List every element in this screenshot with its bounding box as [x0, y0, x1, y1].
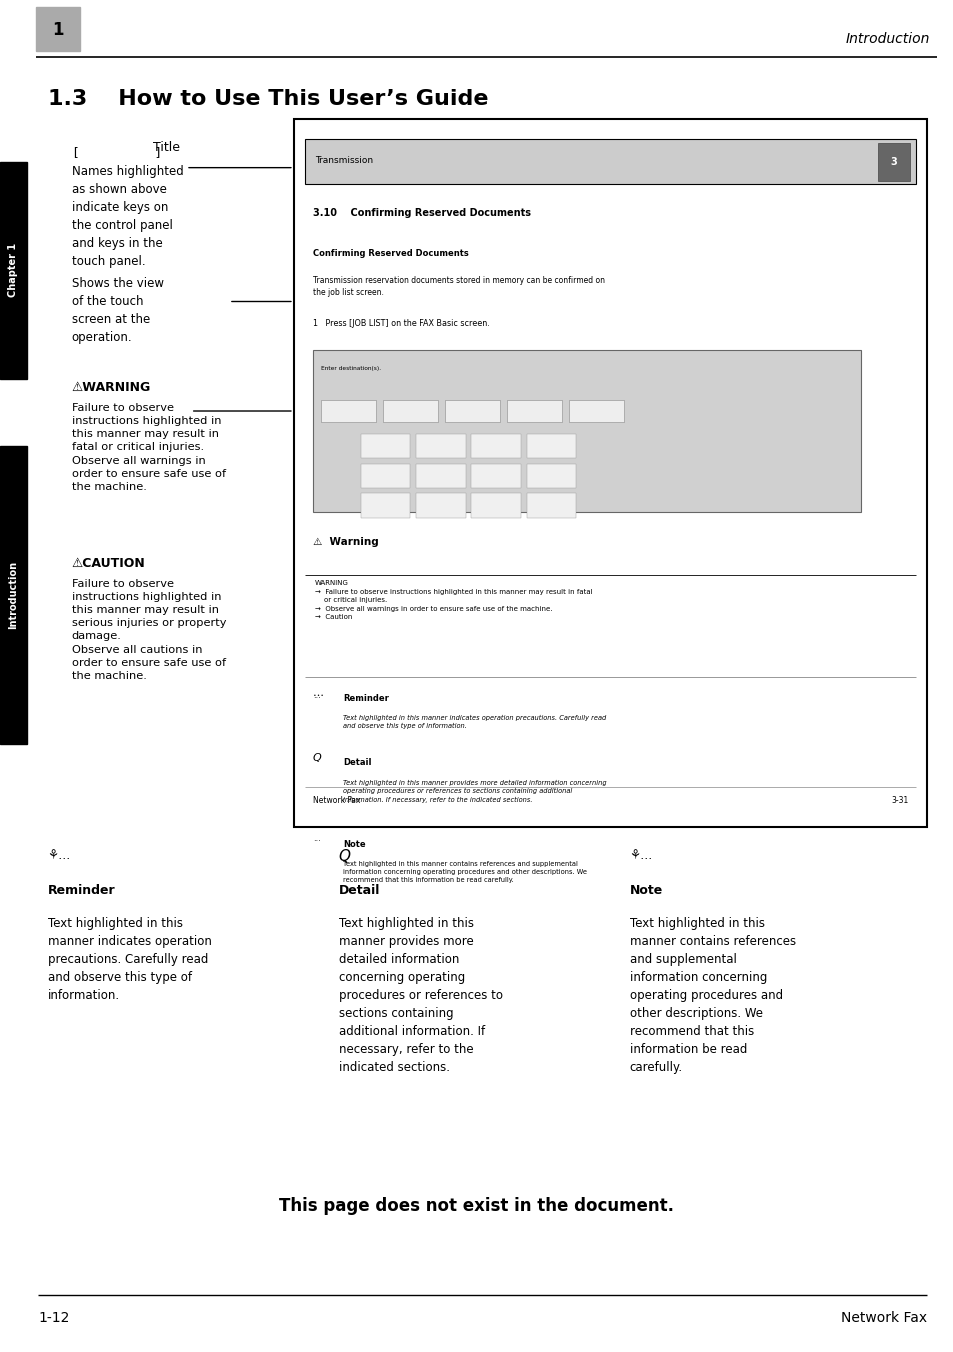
Bar [305, 139, 915, 184]
Text: Shows the view
of the touch
screen at the
operation.: Shows the view of the touch screen at th… [71, 277, 163, 345]
Text: Text highlighted in this
manner indicates operation
precautions. Carefully read
: Text highlighted in this manner indicate… [48, 917, 212, 1002]
Text: Reminder: Reminder [48, 884, 115, 898]
Bar [36, 7, 80, 51]
Bar [568, 400, 623, 422]
Text: 1.3    How to Use This User’s Guide: 1.3 How to Use This User’s Guide [48, 89, 488, 110]
Text: Network Fax: Network Fax [313, 796, 360, 804]
Bar [313, 350, 860, 512]
Text: Introduction: Introduction [845, 31, 929, 46]
Text: 1: 1 [52, 22, 64, 39]
Bar [0, 162, 27, 379]
Text: Transmission: Transmission [314, 157, 373, 165]
Text: ⚠WARNING: ⚠WARNING [71, 381, 151, 395]
Text: Names highlighted
as shown above
indicate keys on
the control panel
and keys in : Names highlighted as shown above indicat… [71, 165, 183, 268]
Text: [          ]: [ ] [71, 146, 161, 160]
Text: 3.10    Confirming Reserved Documents: 3.10 Confirming Reserved Documents [313, 208, 531, 218]
Bar [0, 446, 27, 744]
Text: Enter destination(s).: Enter destination(s). [320, 366, 380, 372]
Bar [877, 143, 909, 181]
Text: WARNING
→  Failure to observe instructions highlighted in this manner may result: WARNING → Failure to observe instruction… [314, 580, 592, 621]
Bar [526, 464, 576, 488]
Bar [360, 493, 410, 518]
Text: 1   Press [JOB LIST] on the FAX Basic screen.: 1 Press [JOB LIST] on the FAX Basic scre… [313, 319, 489, 329]
Text: ⚘...: ⚘... [629, 849, 652, 863]
Text: 3-31: 3-31 [890, 796, 907, 804]
Text: 3: 3 [889, 157, 897, 168]
Text: ⚠  Warning: ⚠ Warning [313, 537, 378, 546]
Text: Introduction: Introduction [9, 561, 18, 629]
Bar [360, 464, 410, 488]
Bar [471, 493, 520, 518]
Text: Failure to observe
instructions highlighted in
this manner may result in
serious: Failure to observe instructions highligh… [71, 579, 226, 681]
Text: …: … [313, 688, 324, 698]
Text: Note: Note [343, 840, 366, 849]
Text: ...: ... [313, 834, 320, 844]
Text: Reminder: Reminder [343, 694, 389, 703]
Text: Note: Note [629, 884, 662, 898]
Text: ⚠CAUTION: ⚠CAUTION [71, 557, 145, 571]
Text: Q: Q [313, 753, 321, 763]
Text: Confirming Reserved Documents: Confirming Reserved Documents [313, 249, 468, 258]
Text: This page does not exist in the document.: This page does not exist in the document… [279, 1197, 674, 1215]
Bar [471, 434, 520, 458]
Bar [320, 400, 375, 422]
Text: 1-12: 1-12 [38, 1311, 70, 1325]
Text: ...: ... [313, 691, 320, 700]
Bar [471, 464, 520, 488]
Bar [416, 493, 465, 518]
Bar [444, 400, 499, 422]
Text: Text highlighted in this
manner contains references
and supplemental
information: Text highlighted in this manner contains… [629, 917, 795, 1073]
Bar [526, 493, 576, 518]
Text: Text highlighted in this manner contains references and supplemental
information: Text highlighted in this manner contains… [343, 861, 587, 883]
Text: Detail: Detail [343, 758, 372, 768]
Text: Network Fax: Network Fax [841, 1311, 926, 1325]
Bar [416, 464, 465, 488]
Text: Failure to observe
instructions highlighted in
this manner may result in
fatal o: Failure to observe instructions highligh… [71, 403, 226, 492]
Text: Transmission reservation documents stored in memory can be confirmed on
the job : Transmission reservation documents store… [313, 276, 604, 296]
Text: Q: Q [338, 849, 351, 864]
Bar [416, 434, 465, 458]
Bar [526, 434, 576, 458]
Text: Text highlighted in this manner provides more detailed information concerning
op: Text highlighted in this manner provides… [343, 780, 606, 803]
Text: ⚘...: ⚘... [48, 849, 71, 863]
Bar [360, 434, 410, 458]
Text: Detail: Detail [338, 884, 379, 898]
Bar [382, 400, 437, 422]
Text: Text highlighted in this
manner provides more
detailed information
concerning op: Text highlighted in this manner provides… [338, 917, 502, 1073]
Text: Chapter 1: Chapter 1 [9, 243, 18, 297]
Text: Text highlighted in this manner indicates operation precautions. Carefully read
: Text highlighted in this manner indicate… [343, 715, 606, 730]
Bar [294, 119, 926, 827]
Text: Title: Title [152, 141, 179, 154]
Bar [506, 400, 561, 422]
